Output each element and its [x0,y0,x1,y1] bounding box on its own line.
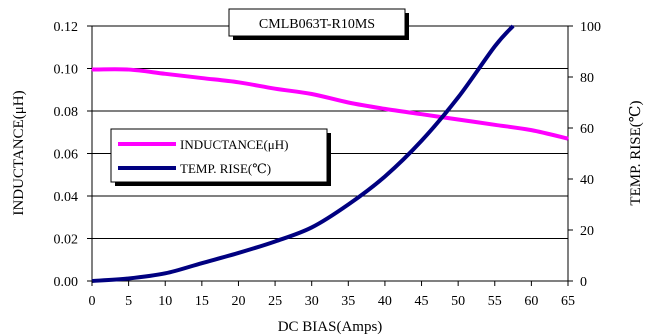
data-point-inductance-h [127,68,130,71]
y-tick-label: 0.02 [54,233,79,248]
data-point-temp-rise [310,226,313,229]
chart-title-box: CMLB063T-R10MS [228,8,409,40]
x-tick-label: 20 [231,294,245,309]
x-tick-label: 60 [524,294,538,309]
x-tick-label: 45 [415,294,429,309]
data-point-temp-rise [127,277,130,280]
data-point-inductance-h [274,87,276,90]
x-tick-label: 55 [488,294,502,309]
x-axis-label: DC BIAS(Amps) [278,319,383,335]
y2-tick-label: 60 [580,122,594,137]
data-point-inductance-h [384,108,386,110]
y2-axis-label: TEMP. RISE(℃) [628,100,644,205]
data-point-temp-rise [512,25,514,27]
y2-tick-label: 0 [580,275,587,290]
data-point-inductance-h [457,118,459,121]
data-point-inductance-h [567,137,569,140]
y-axis-label: INDUCTANCE(μH) [11,90,27,215]
y-tick-label: 0.12 [54,20,79,35]
data-point-temp-rise [384,175,386,178]
data-point-temp-rise [457,96,459,99]
data-point-temp-rise [420,139,423,142]
y-tick-label: 0.00 [54,275,79,290]
legend-label-inductance: INDUCTANCE(μH) [180,137,288,152]
y2-tick-label: 80 [580,71,594,86]
data-point-inductance-h [420,113,423,115]
x-tick-label: 25 [268,294,282,309]
x-tick-label: 50 [451,294,465,309]
x-tick-label: 40 [378,294,392,309]
legend: INDUCTANCE(μH) TEMP. RISE(℃) [110,128,331,186]
y-tick-label: 0.08 [54,105,79,120]
data-point-inductance-h [201,77,203,79]
y2-tick-label: 100 [580,20,601,35]
series-line-inductance-h [91,67,569,141]
x-tick-label: 65 [561,294,575,309]
data-point-inductance-h [347,101,350,104]
x-tick-label: 10 [158,294,172,309]
legend-label-temp-rise: TEMP. RISE(℃) [180,161,271,176]
data-point-temp-rise [493,45,496,48]
series-layer [91,24,569,283]
data-point-temp-rise [201,262,203,264]
y2-tick-label: 40 [580,173,594,188]
data-point-inductance-h [493,124,496,126]
y-tick-label: 0.06 [54,148,79,163]
y-tick-label: 0.10 [54,63,79,78]
y-tick-label: 0.04 [54,190,79,205]
x-tick-label: 5 [125,294,132,309]
data-point-inductance-h [91,68,93,71]
data-point-temp-rise [237,252,240,254]
data-point-temp-rise [164,272,167,275]
data-point-inductance-h [530,129,533,131]
tick-labels: 0 5 10 15 20 25 30 35 40 45 50 55 60 65 0.00 0.02 0.04 0.… [54,20,602,309]
chart-title: CMLB063T-R10MS [259,17,375,32]
y2-tick-label: 20 [580,224,594,239]
data-point-inductance-h [237,81,240,84]
data-point-temp-rise [347,203,350,206]
x-tick-label: 35 [341,294,355,309]
x-tick-label: 0 [89,294,96,309]
x-tick-label: 30 [305,294,319,309]
data-point-inductance-h [310,93,313,95]
x-tick-label: 15 [195,294,209,309]
data-point-inductance-h [164,73,167,75]
data-point-temp-rise [274,240,276,243]
axis-ticks [87,25,573,286]
